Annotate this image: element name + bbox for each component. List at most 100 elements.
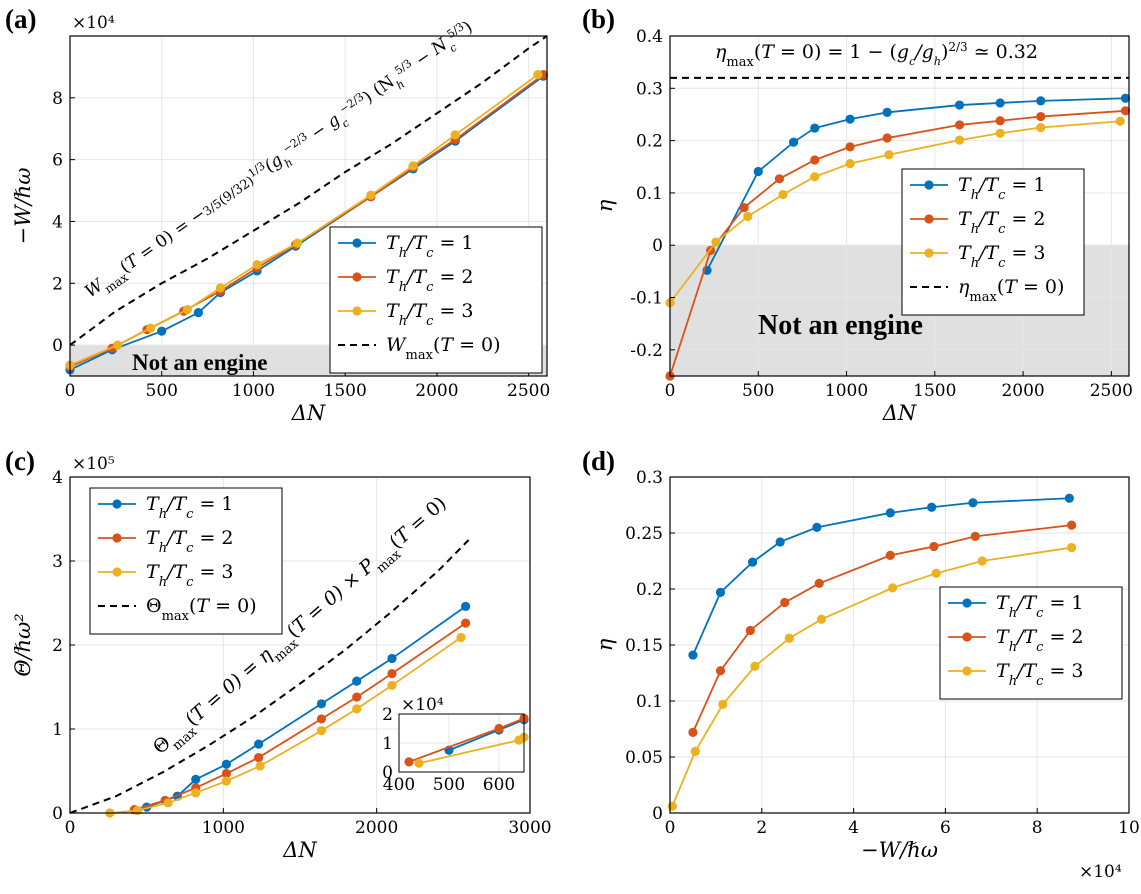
x-tick-label: 3000	[508, 818, 551, 838]
y-tick-label: 3	[52, 552, 63, 572]
data-point-1-9	[1036, 96, 1046, 106]
x-tick-label: 2500	[1090, 381, 1133, 401]
x-tick-label: 2	[756, 818, 767, 838]
data-point-3-10	[456, 632, 466, 643]
data-point-1-5	[254, 739, 264, 749]
data-point-3-4	[778, 189, 788, 200]
data-point-2-6	[845, 142, 855, 152]
y-tick-label: 0	[652, 236, 663, 256]
legend-marker-1	[962, 598, 972, 608]
data-point-1-3	[157, 326, 167, 336]
y-multiplier: ×10⁵	[72, 454, 115, 474]
legend-label-3: Th/Tc = 3	[146, 561, 234, 590]
data-point-1-9	[1064, 493, 1074, 503]
legend-box	[329, 226, 543, 374]
panel-1: Not an engine 0 500 1000 1500 2000 2500 0 2 4 6 8 ΔN…	[5, 4, 550, 425]
y-tick-label: 0.2	[636, 580, 663, 600]
legend-label-2: Th/Tc = 2	[958, 208, 1046, 237]
y-tick-label: 6	[52, 151, 63, 171]
data-point-3-8	[931, 568, 941, 578]
legend-marker-3	[352, 306, 362, 316]
data-point-3-10	[1067, 542, 1077, 553]
legend-marker-3	[112, 567, 122, 577]
data-point-3-10	[1036, 122, 1046, 133]
x-axis-label: ΔN	[282, 838, 317, 862]
y-tick-label: -0.2	[630, 341, 663, 361]
data-point-2-8	[954, 120, 965, 130]
data-point-2-8	[387, 668, 397, 679]
data-point-3-6	[845, 159, 855, 169]
data-point-2-2	[494, 723, 504, 734]
data-point-3-6	[816, 614, 827, 624]
legend-marker-3	[962, 666, 972, 676]
inset-x-tick-label: 400	[383, 775, 415, 795]
data-point-3-9	[387, 680, 397, 690]
legend-label-2: Th/Tc = 2	[996, 626, 1084, 655]
x-tick-label: 500	[146, 381, 178, 401]
data-point-1-6	[885, 508, 895, 518]
x-axis-label: ΔN	[291, 401, 326, 425]
inset-y-tick-label: 2	[382, 705, 393, 725]
data-point-1-6	[316, 699, 327, 709]
data-point-1-8	[995, 98, 1005, 108]
inset-x-tick-label: 600	[483, 775, 515, 795]
legend-box	[901, 168, 1085, 316]
data-point-2-5	[254, 752, 264, 763]
data-point-2-3	[745, 625, 755, 636]
data-point-1-2	[753, 166, 763, 177]
x-tick-label: 0	[665, 818, 676, 838]
data-point-3-8	[352, 704, 362, 714]
legend-label-3: Th/Tc = 3	[996, 660, 1084, 689]
data-point-3-11	[533, 70, 543, 80]
data-point-2-2	[715, 666, 726, 676]
x-tick-label: 1000	[202, 818, 245, 838]
x-tick-label: 2000	[415, 381, 458, 401]
data-point-1-3	[191, 774, 201, 785]
inset-y-multiplier: ×10⁴	[401, 695, 444, 715]
legend-label-1: Th/Tc = 1	[146, 493, 234, 522]
data-point-2-8	[970, 531, 980, 541]
data-point-3-5	[221, 776, 231, 786]
panel-3: 0 1000 2000 3000 0 1 2 3 4 ΔN Θ/ℏω² ×10⁵ (c) Θmax(T =…	[5, 446, 552, 862]
data-point-1-4	[221, 759, 231, 769]
data-point-2-7	[929, 541, 939, 552]
data-point-1-7	[927, 502, 937, 512]
data-point-2-4	[221, 768, 231, 779]
inset-x-tick-label: 500	[433, 775, 465, 795]
x-tick-label: 10	[1118, 818, 1140, 838]
y-multiplier: ×10⁴	[72, 13, 115, 33]
data-point-3-4	[750, 661, 760, 671]
y-tick-label: 4	[52, 212, 63, 232]
y-tick-label: 0	[52, 804, 63, 824]
axes-frame	[69, 35, 548, 377]
x-axis-label: −W/ℏω	[861, 838, 938, 862]
y-tick-label: 0.2	[636, 132, 663, 152]
y-axis-label: Θ/ℏω²	[11, 613, 35, 676]
x-tick-label: 4	[848, 818, 859, 838]
x-tick-label: 2000	[1001, 381, 1044, 401]
legend-marker-1	[924, 180, 934, 190]
legend-marker-2	[352, 272, 362, 282]
y-tick-label: 0.3	[636, 79, 663, 99]
data-point-2-6	[316, 714, 327, 724]
data-point-2-10	[1036, 111, 1046, 122]
legend-marker-1	[352, 238, 362, 248]
y-tick-label: 0.3	[636, 468, 663, 488]
legend-marker-1	[112, 499, 122, 509]
data-point-3-6	[255, 761, 265, 771]
y-tick-label: 0.15	[625, 636, 663, 656]
panel-label: (a)	[5, 4, 36, 34]
not-an-engine-label: Not an engine	[132, 350, 267, 375]
data-point-3-5	[784, 633, 794, 643]
legend-label-1: Th/Tc = 1	[386, 232, 474, 261]
data-point-3-10	[450, 130, 460, 140]
data-point-1-9	[461, 601, 471, 611]
data-point-3-8	[366, 190, 376, 200]
inset-frame	[398, 713, 525, 773]
legend-label-3: Th/Tc = 3	[958, 242, 1046, 271]
x-tick-label: 0	[665, 381, 676, 401]
data-point-2-7	[882, 133, 892, 143]
data-point-1-4	[193, 308, 204, 318]
data-point-2-1	[404, 757, 414, 767]
